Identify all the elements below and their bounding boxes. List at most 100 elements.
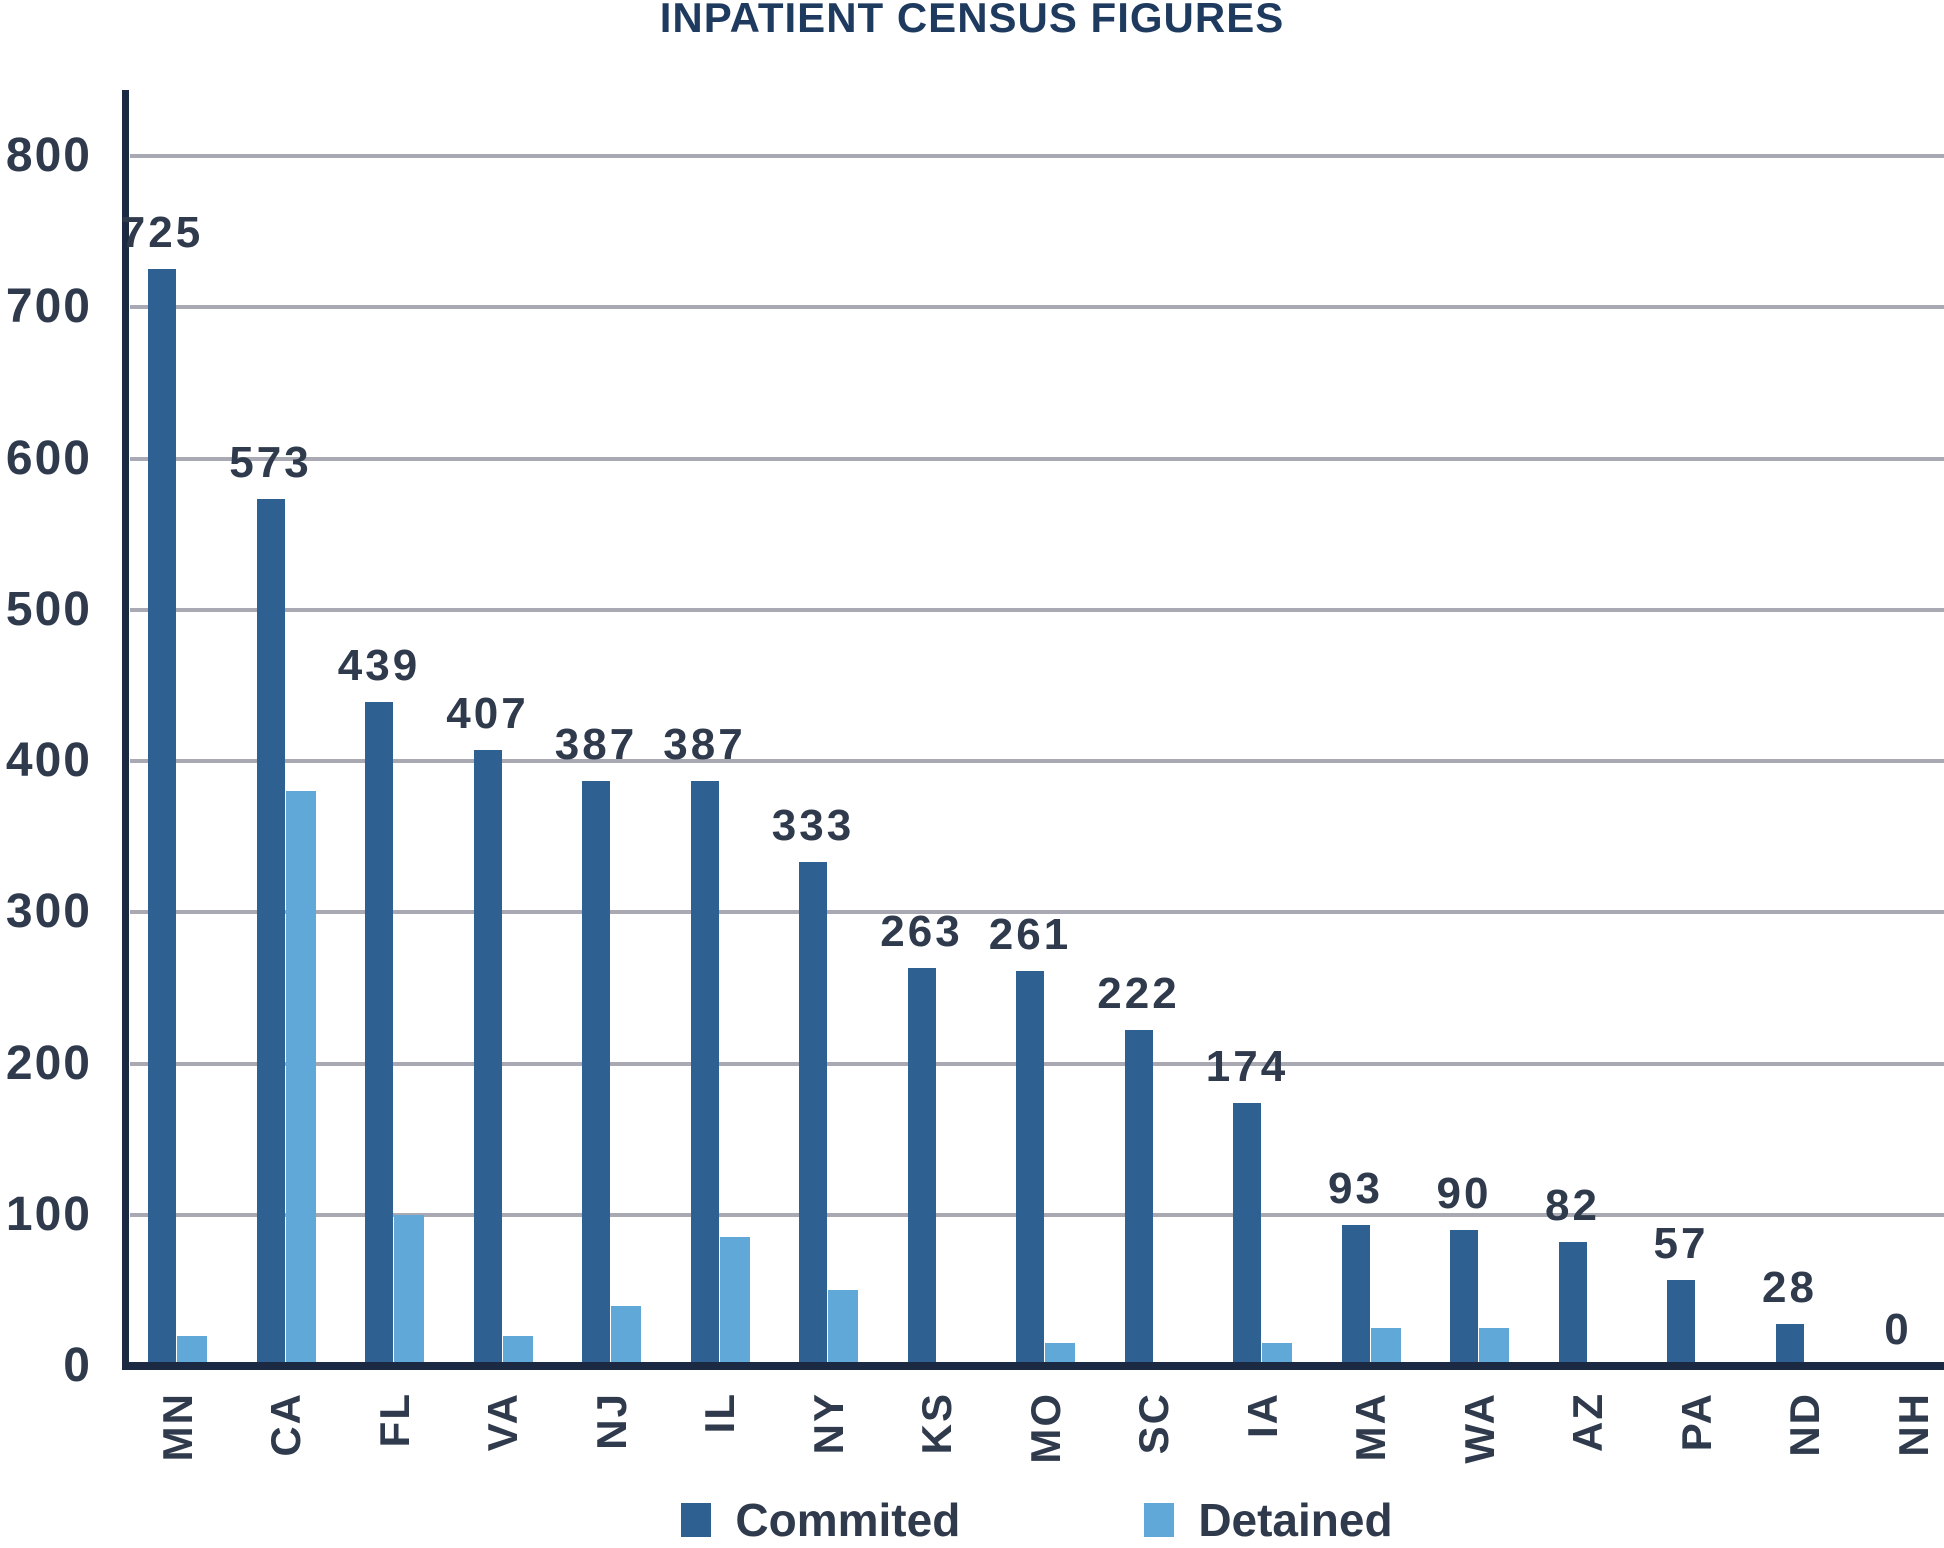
bar-value-label: 82 [1545, 1180, 1600, 1230]
detained-bar [1262, 1343, 1292, 1366]
detained-bar [1045, 1343, 1075, 1366]
committed-bar [1124, 1030, 1153, 1366]
bar-group: 387 NJ [555, 90, 641, 1450]
bar-group: 261 MO [989, 90, 1075, 1464]
detained-bar [394, 1214, 424, 1366]
y-axis-tick-label: 500 [5, 582, 92, 636]
committed-bar [1016, 971, 1044, 1366]
bar-group: 28 ND [1762, 90, 1835, 1457]
x-axis-label: NJ [587, 1392, 635, 1450]
bar-group: 439 FL [338, 90, 424, 1447]
x-axis-label: MO [1021, 1392, 1069, 1464]
y-axis-line [122, 90, 129, 1370]
bar-group: 263 KS [880, 90, 967, 1455]
bar-value-label: 261 [988, 910, 1072, 960]
committed-bar [690, 780, 719, 1366]
detained-bar [1370, 1328, 1401, 1366]
bar-group: 407 VA [446, 90, 533, 1451]
committed-bar [1341, 1225, 1370, 1366]
x-axis-label: MN [153, 1392, 201, 1462]
bar-value-label: 387 [663, 719, 746, 769]
bar-value-label: 725 [120, 208, 204, 258]
bar-value-label: 174 [1205, 1041, 1289, 1091]
committed-bar [1233, 1102, 1261, 1366]
x-axis-label: SC [1130, 1392, 1177, 1455]
detained-bar [177, 1335, 207, 1366]
detained-bar [502, 1335, 533, 1366]
committed-bar [1450, 1229, 1478, 1366]
y-axis-tick-label: 0 [63, 1339, 92, 1392]
y-axis: 0 100 200 300 400 500 600 700 800 [0, 90, 92, 1390]
bar-value-label: 263 [880, 907, 963, 957]
legend-item: Detained [1144, 1494, 1393, 1546]
legend-label: Commited [735, 1494, 961, 1546]
gridline [130, 456, 1944, 461]
bar-value-label: 0 [1884, 1305, 1912, 1354]
bar-value-label: 28 [1762, 1262, 1817, 1312]
committed-bar [799, 862, 827, 1366]
bar-value-label: 439 [337, 641, 421, 691]
bar-group: 333 NY [772, 90, 858, 1454]
detained-bar [719, 1237, 750, 1366]
detained-bar [285, 791, 316, 1366]
bar-value-label: 573 [229, 438, 312, 488]
y-axis-tick-label: 400 [5, 734, 92, 787]
y-axis-tick-label: 200 [5, 1036, 92, 1090]
y-axis-tick-label: 300 [5, 885, 92, 939]
y-axis-tick-label: 700 [5, 280, 92, 334]
x-axis-label: ND [1781, 1392, 1828, 1457]
bar-group: 0 NH [1884, 90, 1943, 1457]
bar-group: 93 MA [1328, 90, 1401, 1461]
committed-bar [256, 499, 285, 1366]
bar-value-label: 222 [1097, 969, 1180, 1019]
committed-bar [907, 968, 936, 1366]
bar-group: 174 IA [1206, 90, 1292, 1438]
committed-bar [365, 702, 393, 1366]
x-axis-label: AZ [1564, 1392, 1611, 1452]
committed-bar [1667, 1279, 1695, 1366]
detained-bar [1479, 1328, 1509, 1366]
bar-group: 573 CA [229, 90, 316, 1457]
bar-value-label: 407 [446, 689, 529, 739]
gridline [130, 305, 1944, 310]
y-axis-tick-label: 600 [5, 431, 92, 485]
legend-label: Detained [1198, 1494, 1393, 1546]
plot-area: 725 MN 573 CA 439 FL 407 VA 387 NJ 387 IL 333 NY 263 KS… [121, 90, 1944, 1464]
gridline [130, 759, 1944, 763]
bar-group: 90 WA [1437, 90, 1509, 1464]
gridline [130, 607, 1944, 612]
bar-value-label: 90 [1436, 1168, 1492, 1218]
detained-bar [828, 1290, 858, 1366]
x-axis-label: IA [1238, 1392, 1286, 1438]
bar-group: 57 PA [1654, 90, 1726, 1451]
x-axis-label: NH [1889, 1392, 1937, 1457]
bar-group: 82 AZ [1545, 90, 1618, 1452]
x-axis-label: KS [913, 1392, 960, 1455]
x-axis-label: MA [1347, 1392, 1394, 1462]
legend: Commited Detained [130, 1492, 1944, 1548]
committed-bar [582, 780, 610, 1366]
x-axis-label: NY [804, 1392, 852, 1455]
x-axis-label: PA [1672, 1392, 1720, 1452]
committed-bar [473, 750, 502, 1366]
committed-bar [1775, 1323, 1804, 1366]
bar-value-label: 333 [771, 801, 855, 851]
committed-bar [1558, 1241, 1587, 1366]
legend-swatch [1144, 1503, 1175, 1537]
legend-item: Commited [681, 1497, 960, 1543]
bar-value-label: 93 [1328, 1164, 1383, 1214]
x-axis-label: FL [370, 1392, 418, 1448]
x-axis-label: IL [696, 1392, 743, 1434]
y-axis-tick-label: 100 [5, 1187, 92, 1241]
x-axis-label: VA [479, 1392, 526, 1452]
bar-group: 387 IL [663, 90, 750, 1433]
chart-title: INPATIENT CENSUS FIGURES [659, 0, 1285, 41]
x-axis-label: CA [262, 1392, 309, 1457]
bar-group: 222 SC [1097, 90, 1184, 1455]
legend-swatch [681, 1503, 712, 1537]
gridline [130, 154, 1944, 158]
bar-value-label: 57 [1653, 1218, 1709, 1268]
committed-bar [148, 269, 176, 1366]
detained-bar [611, 1305, 641, 1366]
